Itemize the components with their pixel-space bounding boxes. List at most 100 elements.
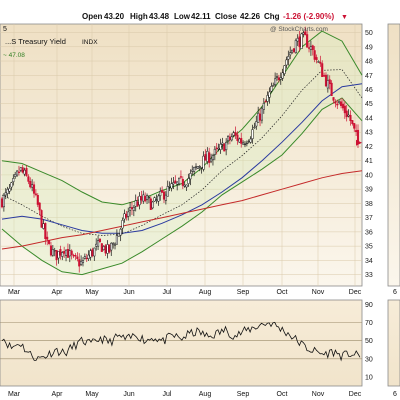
x-tick-label: Apr [52, 289, 64, 296]
candle-body [46, 236, 49, 240]
candle-body [330, 82, 333, 96]
candle-body [324, 74, 328, 87]
candle-body [29, 181, 32, 188]
candle-body [343, 105, 346, 114]
chg-down-arrow-icon: ▼ [341, 14, 348, 21]
right-panel-x-label: 6 [393, 391, 397, 398]
candle-body [138, 195, 141, 206]
candle-body [351, 120, 354, 124]
x-tick-label-bottom: Apr [52, 391, 64, 398]
candle-body [12, 178, 15, 183]
price-panel [0, 23, 363, 287]
candle-body [275, 76, 279, 78]
y-tick-label: 41 [365, 158, 373, 165]
candle-body [355, 130, 358, 132]
candle-body [223, 143, 226, 152]
y-tick-label: 33 [365, 272, 373, 279]
candle-body [6, 189, 9, 194]
low-label: Low [174, 12, 191, 21]
candle-body [356, 129, 360, 143]
candle-body [353, 123, 356, 129]
candle-body [23, 169, 26, 175]
candle-body [36, 194, 39, 205]
candle-body [332, 97, 335, 101]
candle-body [121, 220, 124, 229]
candle-body [151, 201, 154, 209]
candle-body [306, 34, 309, 48]
candle-body [215, 147, 218, 149]
candle-body [49, 245, 53, 256]
candle-body [234, 132, 237, 136]
candle-body [251, 129, 254, 139]
candle-body [266, 95, 269, 102]
y-tick-label: 39 [365, 187, 373, 194]
candle-body [64, 249, 68, 256]
bollinger-middle-line [1, 69, 363, 236]
candle-body [283, 65, 286, 74]
candle-body [179, 176, 182, 178]
candle-body [19, 167, 22, 171]
candle-body [113, 243, 117, 246]
indicator-line [1, 321, 361, 362]
candle-body [307, 47, 311, 49]
candle-body [287, 56, 290, 60]
candle-body [134, 200, 137, 207]
candle-body [247, 140, 250, 143]
candle-body [119, 228, 122, 236]
candle-body [127, 211, 130, 217]
candle-body [196, 166, 199, 169]
candle-body [228, 136, 231, 140]
candle-body [225, 141, 228, 151]
x-tick-label: Dec [349, 289, 362, 296]
candle-body [321, 63, 324, 77]
candle-body [323, 75, 326, 77]
candle-body [349, 115, 352, 122]
x-tick-label: Aug [199, 289, 212, 296]
candle-body [8, 188, 11, 192]
indicator-y-tick: 70 [365, 320, 373, 327]
candle-body [232, 132, 235, 136]
x-tick-label: Jul [163, 289, 172, 296]
candle-body [309, 46, 312, 50]
close-value: 42.26 [240, 12, 261, 21]
candle-body [61, 252, 64, 257]
candle-body [236, 134, 239, 141]
candle-body [40, 210, 43, 228]
candle-body [259, 113, 262, 121]
open-value: 43.20 [104, 12, 125, 21]
candle-body [38, 202, 41, 211]
candle-body [31, 184, 34, 188]
candle-body [117, 233, 120, 237]
candle-body [123, 213, 126, 220]
candle-body [302, 32, 305, 35]
x-tick-label-bottom: Nov [312, 391, 325, 398]
candle-body [83, 256, 86, 259]
open-label: Open [82, 12, 103, 21]
candle-body [164, 194, 167, 201]
candle-body [292, 48, 296, 52]
candle-body [217, 147, 220, 150]
bollinger-lower-line [1, 97, 363, 276]
candle-body [181, 178, 184, 186]
candle-body [187, 178, 190, 184]
y-tick-label: 45 [365, 101, 373, 108]
candle-body [255, 121, 258, 127]
candle-body [311, 45, 314, 51]
x-tick-label: Sep [237, 289, 250, 296]
x-tick-label: May [85, 289, 99, 296]
candle-body [42, 223, 45, 229]
candle-body [112, 243, 115, 246]
candle-body [277, 77, 280, 81]
candle-body [285, 59, 288, 66]
candle-body [289, 52, 292, 56]
candle-body [144, 195, 147, 202]
candle-body [70, 250, 73, 256]
candle-body [27, 176, 30, 182]
candle-body [193, 166, 196, 172]
candle-body [208, 152, 211, 163]
candle-body [136, 201, 139, 207]
candle-body [189, 173, 192, 180]
candle-body [102, 246, 105, 250]
candle-body [155, 199, 158, 201]
